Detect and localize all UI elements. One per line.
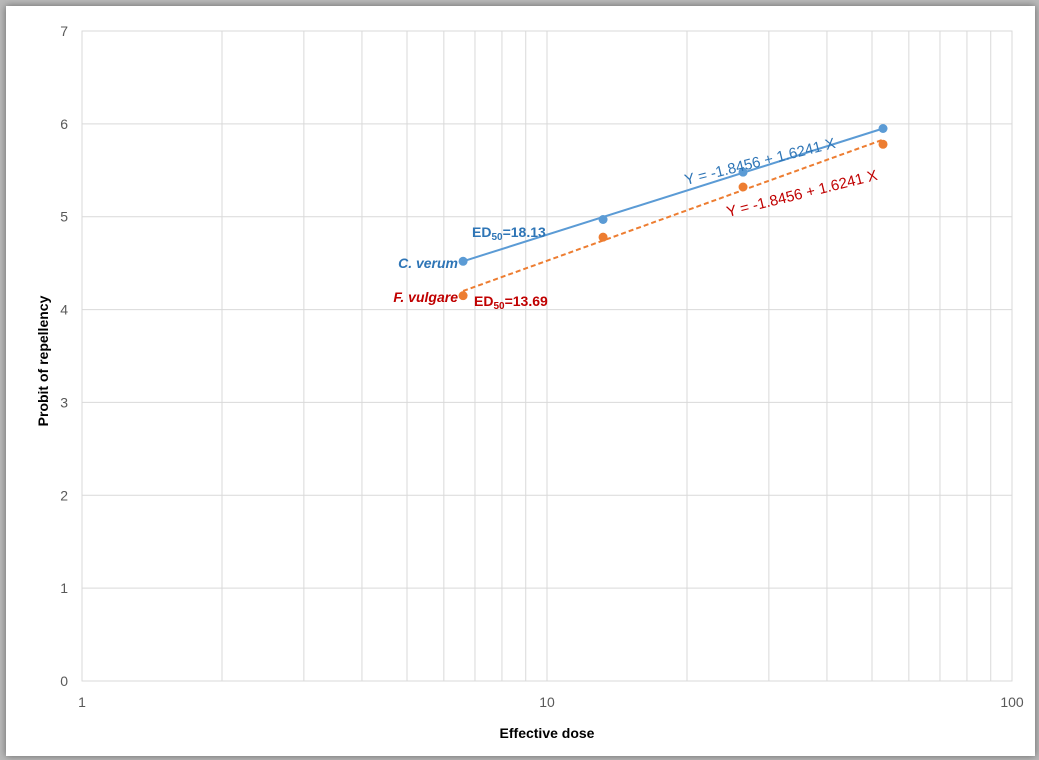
data-point-c-verum: [458, 256, 468, 266]
series-label-c-verum: C. verum: [398, 255, 458, 271]
series-label-f-vulgare: F. vulgare: [393, 289, 458, 305]
y-tick-label: 3: [60, 394, 68, 410]
x-tick-labels: 1 10 100: [78, 694, 1024, 710]
fit-line-c-verum: [462, 127, 884, 263]
y-tick-labels: 0 1 2 3 4 5 6 7: [60, 23, 68, 689]
ed50-prefix: ED: [474, 293, 493, 309]
y-tick-label: 4: [60, 302, 68, 318]
x-tick-label: 10: [539, 694, 555, 710]
ed50-subscript: 50: [493, 301, 505, 312]
data-point-c-verum: [598, 215, 608, 224]
ed50-subscript: 50: [491, 232, 503, 243]
y-tick-label: 5: [60, 209, 68, 225]
ed50-prefix: ED: [472, 224, 491, 240]
ed50-label-f-vulgare: ED50=13.69: [474, 293, 548, 312]
equation-c-verum: Y = -1.8456 + 1.6241 X: [683, 135, 837, 189]
data-point-f-vulgare: [878, 139, 888, 149]
ed50-equals: =: [505, 293, 513, 309]
fit-lines: [462, 127, 884, 292]
y-axis-title: Probit of repellency: [35, 295, 51, 426]
y-tick-label: 6: [60, 116, 68, 132]
ed50-equals: =: [503, 224, 511, 240]
fit-line-f-vulgare: [462, 138, 884, 292]
y-tick-label: 7: [60, 23, 68, 39]
y-tick-label: 0: [60, 673, 68, 689]
y-tick-label: 1: [60, 580, 68, 596]
data-points: [458, 124, 888, 301]
data-point-c-verum: [738, 167, 748, 177]
ed50-value: 13.69: [513, 293, 548, 309]
x-tick-label: 1: [78, 694, 86, 710]
ed50-value: 18.13: [511, 224, 546, 240]
data-point-f-vulgare: [738, 182, 748, 192]
x-axis-title: Effective dose: [500, 725, 595, 741]
equation-f-vulgare: Y = -1.8456 + 1.6241 X: [725, 167, 879, 221]
data-point-c-verum: [878, 124, 888, 133]
data-point-f-vulgare: [458, 291, 468, 301]
x-tick-label: 100: [1000, 694, 1024, 710]
data-point-f-vulgare: [598, 232, 608, 242]
ed50-label-c-verum: ED50=18.13: [472, 224, 546, 243]
y-tick-label: 2: [60, 487, 68, 503]
grid-lines: [82, 31, 1012, 681]
plot-area-border: [81, 30, 1013, 682]
